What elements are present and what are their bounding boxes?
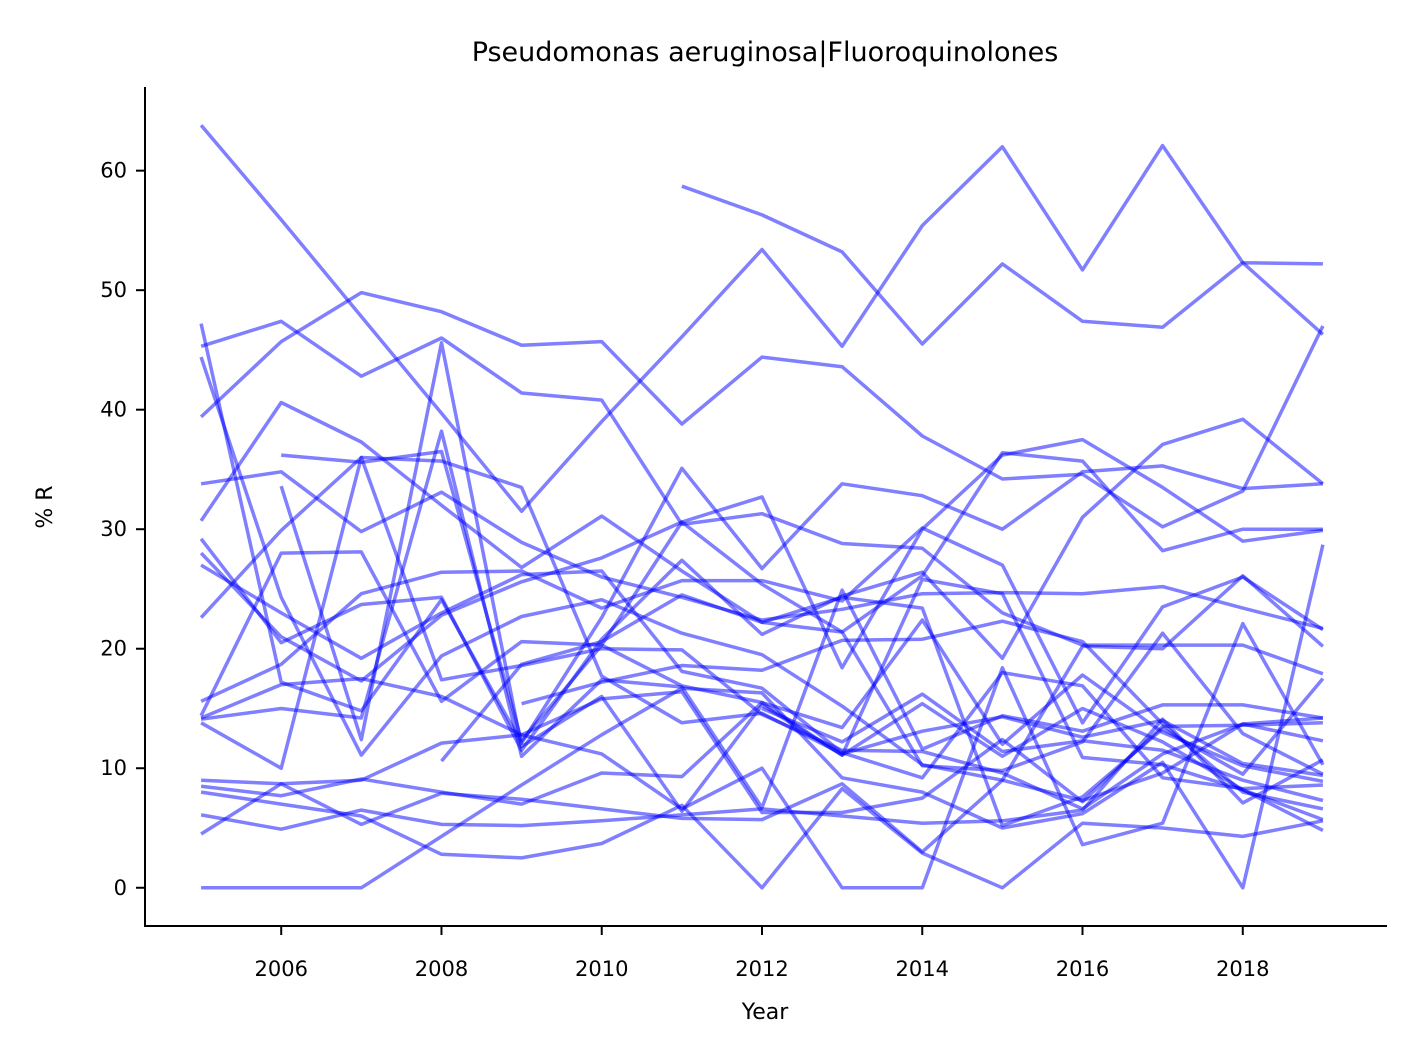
series-line-13 bbox=[200, 563, 1323, 791]
series-line-5 bbox=[199, 400, 1323, 634]
chart-title: Pseudomonas aeruginosa|Fluoroquinolones bbox=[472, 37, 1059, 68]
series-line-24 bbox=[200, 786, 1324, 890]
x-tick-label: 2012 bbox=[735, 957, 788, 981]
series-layer bbox=[199, 124, 1325, 890]
x-tick-label: 2018 bbox=[1216, 957, 1269, 981]
y-tick-label: 20 bbox=[100, 637, 127, 661]
y-axis-label: % R bbox=[33, 485, 58, 528]
series-line-25 bbox=[201, 544, 1325, 890]
series-line-18 bbox=[200, 455, 1324, 811]
series-line-10 bbox=[199, 520, 1324, 776]
y-tick-label: 30 bbox=[100, 517, 127, 541]
series-line-27 bbox=[521, 619, 1324, 811]
y-tick-label: 40 bbox=[100, 398, 127, 422]
series-line-11 bbox=[199, 323, 1324, 745]
x-tick-label: 2010 bbox=[575, 957, 628, 981]
x-tick-label: 2016 bbox=[1056, 957, 1109, 981]
x-tick-label: 2014 bbox=[896, 957, 949, 981]
y-tick-label: 0 bbox=[114, 876, 127, 900]
x-axis-label: Year bbox=[741, 1000, 790, 1025]
series-line-28 bbox=[761, 692, 1324, 803]
x-ticks: 2006 2008 2010 2012 2014 2016 2018 bbox=[254, 926, 1269, 981]
series-line-4 bbox=[199, 290, 1325, 529]
series-line-2 bbox=[681, 184, 1325, 346]
x-tick-label: 2008 bbox=[415, 957, 468, 981]
series-line-1 bbox=[199, 124, 1323, 514]
y-ticks: 0 10 20 30 40 50 60 bbox=[100, 159, 145, 900]
series-line-15 bbox=[200, 526, 1324, 725]
x-tick-label: 2006 bbox=[254, 957, 307, 981]
series-line-7 bbox=[200, 470, 1324, 631]
y-tick-label: 60 bbox=[100, 159, 127, 183]
series-line-21 bbox=[200, 700, 1324, 822]
y-tick-label: 10 bbox=[100, 756, 127, 780]
series-line-20 bbox=[201, 621, 1325, 890]
series-line-8 bbox=[281, 437, 1324, 743]
y-tick-label: 50 bbox=[100, 278, 127, 302]
